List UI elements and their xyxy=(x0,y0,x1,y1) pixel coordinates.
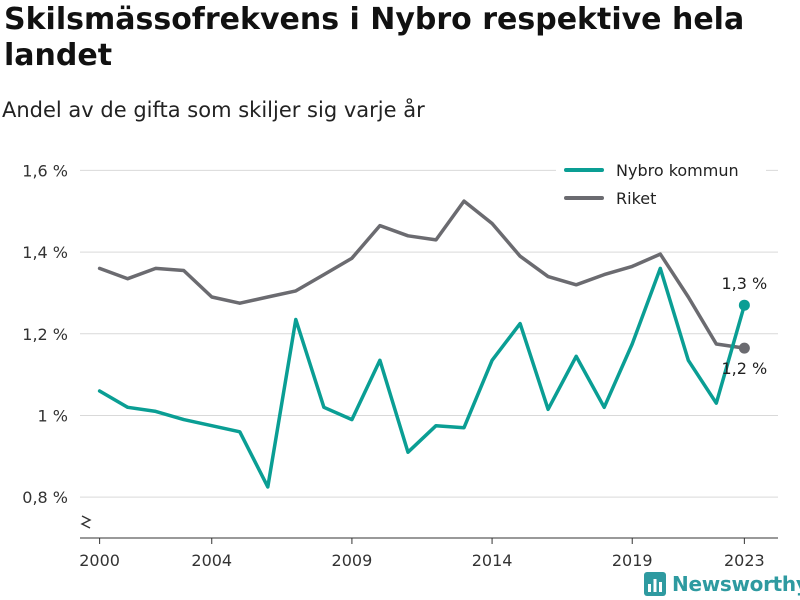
brand-name: Newsworthy xyxy=(672,572,800,596)
legend-box xyxy=(556,156,766,212)
x-tick-label: 2000 xyxy=(79,551,120,570)
y-tick-label: 1,4 % xyxy=(22,243,68,262)
series-end-point xyxy=(738,342,750,354)
chart-title: Skilsmässofrekvens i Nybro respektive he… xyxy=(4,2,745,73)
chart-subtitle: Andel av de gifta som skiljer sig varje … xyxy=(2,98,425,122)
x-tick-label: 2009 xyxy=(332,551,373,570)
x-tick-label: 2004 xyxy=(191,551,232,570)
series-end-label: 1,2 % xyxy=(721,359,767,378)
series-line xyxy=(97,199,747,350)
series-end-point xyxy=(738,299,750,311)
x-tick-label: 2023 xyxy=(724,551,765,570)
series-line xyxy=(97,266,747,489)
y-tick-label: 0,8 % xyxy=(22,488,68,507)
series-end-label: 1,3 % xyxy=(721,274,767,293)
y-tick-label: 1 % xyxy=(38,406,68,425)
axis-break-icon xyxy=(80,515,92,529)
legend-label: Nybro kommun xyxy=(616,161,739,180)
y-tick-label: 1,6 % xyxy=(22,161,68,180)
x-tick-label: 2019 xyxy=(612,551,653,570)
legend-label: Riket xyxy=(616,189,656,208)
brand-logo: Newsworthy xyxy=(644,570,800,598)
y-tick-label: 1,2 % xyxy=(22,325,68,344)
x-tick-label: 2014 xyxy=(472,551,513,570)
bar-chart-icon xyxy=(644,572,666,596)
